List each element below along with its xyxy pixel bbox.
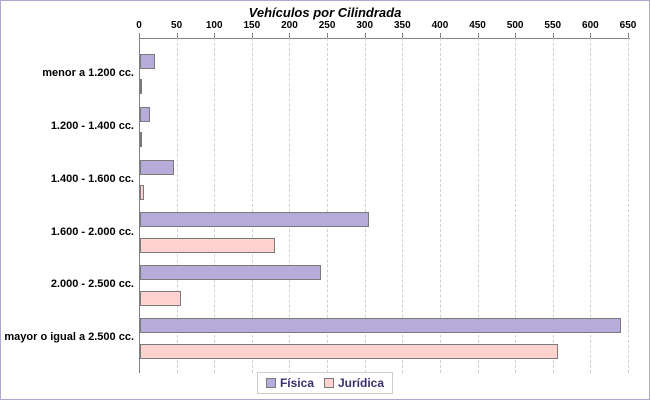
gridline <box>402 38 404 373</box>
x-tick-mark <box>251 33 253 38</box>
legend-item-física: Física <box>265 376 314 390</box>
x-tick-label: 600 <box>582 20 599 31</box>
legend-label: Jurídica <box>338 376 385 390</box>
x-tick-mark <box>364 33 366 38</box>
legend-item-jurídica: Jurídica <box>324 376 384 390</box>
bar-física-2 <box>140 159 174 175</box>
category-label: mayor o igual a 2.500 cc. <box>4 331 134 344</box>
x-tick-mark <box>477 33 479 38</box>
x-tick-mark <box>402 33 404 38</box>
x-tick-label: 350 <box>393 20 411 31</box>
x-tick-mark <box>552 33 554 38</box>
legend-box: Física Jurídica <box>256 372 394 394</box>
x-tick-label: 0 <box>136 20 142 31</box>
bar-física-5 <box>140 318 622 334</box>
x-tick-label: 150 <box>243 20 261 31</box>
chart-title: Vehículos por Cilindrada <box>248 5 402 20</box>
gridline <box>327 38 329 373</box>
gridline <box>176 38 178 373</box>
x-tick-label: 400 <box>431 20 449 31</box>
bar-jurídica-0 <box>140 79 142 94</box>
bar-jurídica-2 <box>140 184 144 200</box>
gridline <box>364 38 366 373</box>
x-tick-label: 100 <box>205 20 223 31</box>
gridline <box>515 38 517 373</box>
x-tick-mark <box>214 33 216 38</box>
bar-jurídica-3 <box>140 237 276 253</box>
y-axis-line <box>139 38 140 373</box>
bar-física-1 <box>140 106 150 122</box>
bar-física-4 <box>140 265 321 281</box>
bar-jurídica-1 <box>140 131 143 147</box>
x-tick-mark <box>289 33 291 38</box>
category-label: 1.200 - 1.400 cc. <box>50 119 134 132</box>
legend-swatch-icon <box>324 378 334 388</box>
gridline <box>214 38 216 373</box>
gridline <box>439 38 441 373</box>
bar-jurídica-5 <box>140 343 558 359</box>
bar-física-0 <box>140 53 156 69</box>
gridline <box>289 38 291 373</box>
x-tick-label: 250 <box>318 20 336 31</box>
gridline <box>590 38 592 373</box>
x-tick-mark <box>176 33 178 38</box>
gridline <box>251 38 253 373</box>
category-label: 2.000 - 2.500 cc. <box>50 278 134 291</box>
bar-física-3 <box>140 212 370 228</box>
legend: Física Jurídica <box>1 372 649 394</box>
x-tick-label: 300 <box>356 20 374 31</box>
x-tick-mark <box>439 33 441 38</box>
legend-swatch-icon <box>265 378 276 388</box>
x-tick-mark <box>590 33 592 38</box>
x-tick-mark <box>628 33 629 38</box>
x-tick-mark <box>139 33 140 38</box>
gridline <box>552 38 554 373</box>
gridline <box>477 38 479 373</box>
category-label: 1.400 - 1.600 cc. <box>50 172 134 185</box>
gridline <box>628 38 629 373</box>
x-tick-label: 550 <box>544 20 562 31</box>
x-tick-label: 200 <box>281 20 298 31</box>
x-tick-label: 50 <box>171 20 183 31</box>
x-tick-label: 500 <box>506 20 524 31</box>
x-tick-label: 650 <box>619 20 637 31</box>
x-tick-mark <box>327 33 329 38</box>
x-tick-label: 450 <box>469 20 486 31</box>
x-axis-line <box>139 38 630 39</box>
category-label: menor a 1.200 cc. <box>42 66 134 79</box>
x-tick-mark <box>515 33 517 38</box>
bar-jurídica-4 <box>140 290 182 306</box>
category-label: 1.600 - 2.000 cc. <box>50 225 134 238</box>
legend-label: Física <box>279 376 314 390</box>
